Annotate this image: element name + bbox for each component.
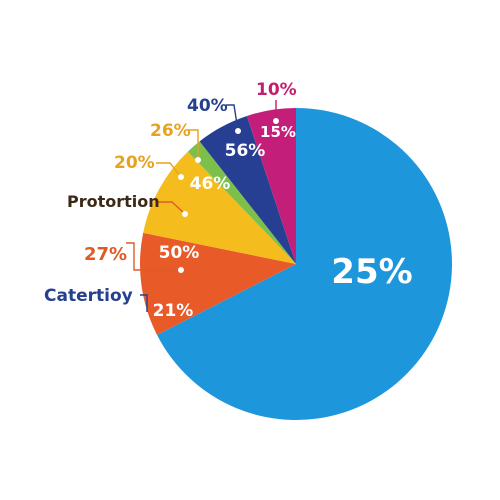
label-blue-main: 25%: [331, 252, 412, 292]
label-yellow-inner: 46%: [190, 174, 231, 194]
pie-slice-0: [157, 108, 452, 420]
dot-navy: [235, 128, 241, 134]
label-magenta-pct: 10%: [256, 80, 297, 100]
dot-yellow-lower: [178, 174, 184, 180]
label-navy-inner: 56%: [225, 141, 266, 161]
callout-leaders: [126, 100, 277, 312]
label-yellow-lower-pct: 20%: [114, 153, 155, 173]
dot-yellow-upper: [195, 157, 201, 163]
leader-navy: [226, 104, 239, 132]
dot-orange: [178, 267, 184, 273]
pie-slice-1: [139, 232, 296, 335]
leader-yellow-upper: [188, 129, 199, 160]
label-orange-inner: 50%: [159, 243, 200, 263]
leader-orange: [126, 242, 181, 271]
label-blue-small: 21%: [153, 301, 194, 321]
label-category: Catertioy: [44, 286, 133, 306]
leader-category: [140, 294, 148, 312]
label-yellow-upper-pct: 26%: [150, 121, 191, 141]
leader-proportion: [156, 201, 186, 215]
label-proportion: Protortion: [67, 192, 160, 211]
pie-slice-3: [187, 141, 296, 264]
dot-magenta: [273, 118, 279, 124]
leader-yellow-lower: [156, 162, 182, 178]
pie-slice-4: [199, 115, 296, 264]
pie-slice-5: [246, 108, 296, 264]
label-magenta-inner: 15%: [260, 123, 296, 141]
label-navy-pct: 40%: [187, 96, 228, 116]
callout-dots: [178, 118, 279, 273]
label-orange-pct: 27%: [84, 244, 127, 265]
dot-proportion: [182, 211, 188, 217]
